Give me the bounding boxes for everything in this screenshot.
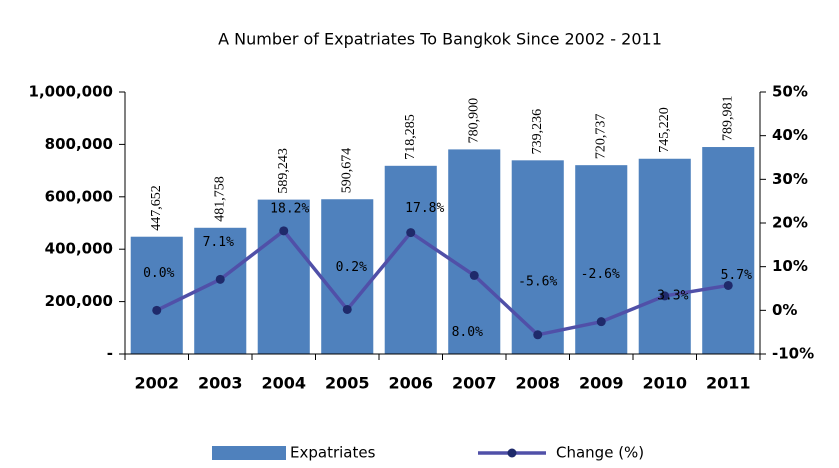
bar [511,160,564,354]
y-tick-label: 200,000 [45,292,113,310]
y2-tick-label: 20% [772,214,808,232]
line-value-label: 8.0% [452,325,483,340]
line-marker [596,317,606,327]
bar-value-label: 589,243 [276,148,291,194]
line-marker [342,304,352,314]
line-marker [406,228,416,238]
line-marker [723,280,733,290]
line-value-label: -2.6% [581,267,620,282]
bar-value-label: 780,900 [466,98,481,144]
x-tick-label: 2007 [452,374,497,393]
line [155,228,729,337]
y2-tick-label: 50% [772,83,808,101]
line-value-label: 18.2% [270,201,309,216]
line-value-label: 5.7% [721,268,752,283]
bar-value-label: 720,737 [593,114,608,160]
bar [702,147,755,354]
line-value-label: 0.0% [143,266,174,281]
bar [638,158,691,354]
legend-swatch [212,446,286,460]
x-tick-label: 2011 [706,374,751,393]
line-value-label: 17.8% [405,201,444,216]
chart-title: A Number of Expatriates To Bangkok Since… [218,30,662,49]
y-tick-label: 800,000 [45,135,113,153]
bar [448,149,501,354]
bar [384,165,437,354]
y-tick-label: 1,000,000 [29,83,113,101]
legend-label: Change (%) [556,444,644,462]
y-tick-label: 400,000 [45,240,113,258]
line-value-label: 0.2% [336,260,367,275]
x-tick-label: 2006 [388,374,433,393]
y2-tick-label: 0% [772,301,797,319]
bar-value-label: 745,220 [657,107,672,153]
y-tick-label: - [107,345,113,363]
bar-value-label: 447,652 [149,185,164,231]
y2-tick-label: 30% [772,170,808,188]
y-tick-label: 600,000 [45,187,113,205]
bar [194,227,247,354]
bar-value-label: 481,758 [212,176,227,222]
line-marker [152,305,162,315]
bar [321,199,374,354]
y2-tick-label: 10% [772,257,808,275]
y2-tick-label: -10% [772,345,814,363]
bar [257,199,310,354]
line-value-label: 7.1% [203,235,234,250]
line-marker [469,270,479,280]
x-tick-label: 2003 [198,374,243,393]
x-tick-label: 2008 [515,374,560,393]
line-marker [279,226,289,236]
y2-tick-label: 40% [772,126,808,144]
bar-value-label: 789,981 [720,96,735,142]
line-marker [660,291,670,301]
bar-value-label: 739,236 [530,109,545,155]
line-value-label: -5.6% [518,274,557,289]
line-marker [533,330,543,340]
x-tick-label: 2009 [579,374,624,393]
bar-value-label: 718,285 [403,114,418,160]
legend-label: Expatriates [290,444,376,462]
line-value-label: 3.3% [657,288,688,303]
x-tick-label: 2010 [642,374,687,393]
line-marker [215,274,225,284]
x-tick-label: 2004 [261,374,306,393]
x-tick-label: 2005 [325,374,370,393]
bar-value-label: 590,674 [339,148,354,194]
bar [130,236,183,354]
legend-marker [507,448,517,458]
x-tick-label: 2002 [134,374,179,393]
